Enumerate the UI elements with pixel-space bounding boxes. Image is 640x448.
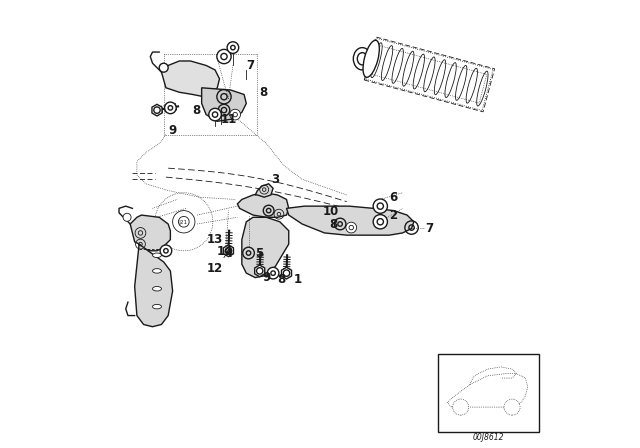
Circle shape xyxy=(159,63,168,72)
Text: 11: 11 xyxy=(221,112,237,125)
Text: 12: 12 xyxy=(207,262,223,275)
Text: 1: 1 xyxy=(293,273,301,286)
Text: 8: 8 xyxy=(278,273,286,286)
Polygon shape xyxy=(152,104,162,116)
Text: 4: 4 xyxy=(224,246,232,259)
Circle shape xyxy=(373,215,387,229)
Polygon shape xyxy=(255,184,273,197)
Text: 2: 2 xyxy=(389,209,397,222)
Text: 8: 8 xyxy=(260,86,268,99)
Circle shape xyxy=(504,399,520,415)
Ellipse shape xyxy=(152,304,161,309)
Text: 3: 3 xyxy=(271,173,279,186)
Text: 8: 8 xyxy=(329,218,337,232)
Bar xyxy=(438,353,539,432)
Text: 00J8612: 00J8612 xyxy=(473,432,504,442)
Circle shape xyxy=(268,267,279,279)
Ellipse shape xyxy=(353,47,371,70)
Circle shape xyxy=(164,102,176,114)
Text: 9: 9 xyxy=(262,271,270,284)
Ellipse shape xyxy=(152,253,161,258)
Text: |21: |21 xyxy=(179,219,188,224)
Circle shape xyxy=(123,213,131,221)
Circle shape xyxy=(227,42,239,53)
Circle shape xyxy=(217,49,231,64)
Text: 6: 6 xyxy=(389,191,397,204)
Polygon shape xyxy=(202,88,246,121)
Circle shape xyxy=(346,222,356,233)
Polygon shape xyxy=(223,245,234,257)
Text: 5: 5 xyxy=(255,246,264,259)
Circle shape xyxy=(160,245,172,257)
Circle shape xyxy=(230,109,241,120)
Polygon shape xyxy=(134,244,173,327)
Circle shape xyxy=(209,108,221,121)
Polygon shape xyxy=(242,217,289,278)
Polygon shape xyxy=(237,193,289,217)
Circle shape xyxy=(373,199,387,213)
Text: 13: 13 xyxy=(207,233,223,246)
Text: 9: 9 xyxy=(168,124,177,137)
Text: 7: 7 xyxy=(425,222,433,235)
Ellipse shape xyxy=(152,269,161,273)
Ellipse shape xyxy=(152,287,161,291)
Circle shape xyxy=(452,399,468,415)
Polygon shape xyxy=(130,215,170,251)
Text: 8: 8 xyxy=(193,103,201,116)
Polygon shape xyxy=(287,206,414,235)
Text: 7: 7 xyxy=(246,59,255,72)
Polygon shape xyxy=(255,265,265,277)
Polygon shape xyxy=(365,38,493,111)
Polygon shape xyxy=(161,61,220,97)
Text: 14: 14 xyxy=(216,245,233,258)
Polygon shape xyxy=(282,267,292,279)
Text: 10: 10 xyxy=(322,205,339,218)
Circle shape xyxy=(173,211,195,233)
Ellipse shape xyxy=(363,40,380,78)
